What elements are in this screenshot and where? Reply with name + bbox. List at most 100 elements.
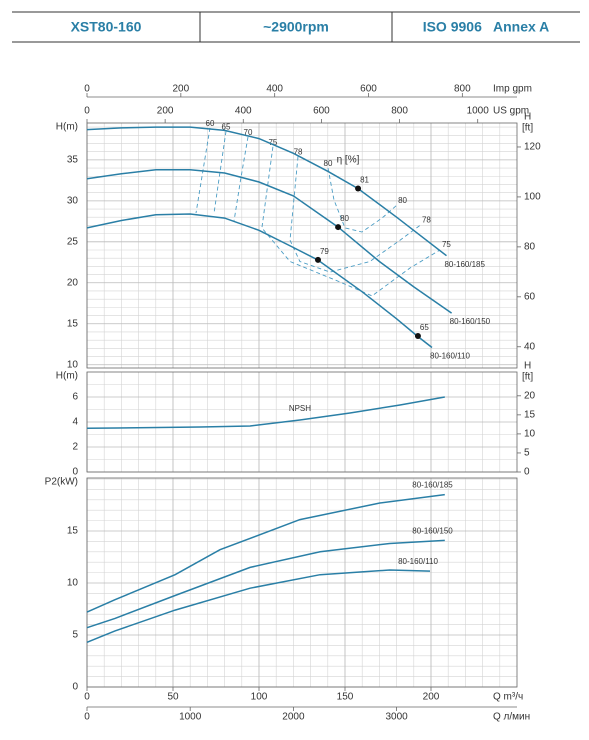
y2-tick-label: 0 [524,467,530,478]
y2-tick-label: 20 [524,390,536,401]
y-tick-label: 10 [67,578,79,589]
y2-axis-unit: [ft] [522,123,533,134]
x-tick-label: 3000 [385,712,408,723]
y2-tick-label: 60 [524,291,536,302]
series-label: 80-160/185 [444,260,485,269]
x-tick-label: 0 [84,692,90,703]
x-tick-label: 150 [337,692,354,703]
efficiency-label: 80 [324,159,333,168]
y-tick-label: 5 [72,630,78,641]
model: XST80-160 [71,19,142,35]
efficiency-point [335,224,342,231]
efficiency-line [289,156,421,273]
point-label: 79 [320,247,329,256]
curve [86,493,445,613]
point-label: 80 [340,214,349,223]
y-tick-label: 6 [72,392,78,403]
x-tick-label: 0 [84,106,90,117]
curve [86,569,431,643]
efficiency-point [314,256,321,263]
axis-title: Q m³/ч [493,692,523,703]
efficiency-label: 78 [294,148,303,157]
efficiency-label: 70 [244,128,253,137]
y2-tick-label: 10 [524,429,536,440]
point-label: 81 [360,176,369,185]
x-tick-label: 600 [313,106,330,117]
y-tick-label: 0 [72,682,78,693]
efficiency-point [355,185,362,192]
series-label: 80-160/110 [398,557,438,566]
series-label: 80-160/185 [412,481,453,490]
y2-tick-label: 100 [524,192,541,203]
y2-axis-title: H [524,361,531,372]
y2-axis-title: H [524,112,531,123]
y-tick-label: 35 [67,155,79,166]
x-tick-label: 200 [423,692,440,703]
x-tick-label: 100 [251,692,268,703]
x-tick-label: 200 [172,84,189,95]
curve [86,539,445,629]
efficiency-line [261,146,441,297]
efficiency-label: 78 [422,216,431,225]
plot-frame [86,477,518,688]
y-tick-label: 25 [67,236,79,247]
x-tick-label: 200 [157,106,174,117]
y-tick-label: 10 [67,359,79,370]
axis-title: Imp gpm [493,84,532,95]
series-label: 80-160/150 [412,526,453,535]
plot-frame [86,122,518,369]
x-tick-label: 1000 [179,712,202,723]
efficiency-line [327,168,397,233]
x-tick-label: 600 [360,84,377,95]
efficiency-label: 75 [442,240,451,249]
x-tick-label: 800 [454,84,471,95]
x-tick-label: 50 [167,692,179,703]
y2-tick-label: 5 [524,448,530,459]
curve [86,396,445,430]
y-tick-label: 2 [72,442,78,453]
y2-tick-label: 80 [524,242,536,253]
efficiency-label: 60 [206,119,215,128]
y-tick-label: 4 [72,417,78,428]
y-axis-title: H(m) [56,371,78,382]
x-tick-label: 800 [391,106,408,117]
efficiency-line [233,136,249,221]
y-tick-label: 15 [67,318,79,329]
speed: ~2900rpm [263,19,329,35]
axis-title: US gpm [493,106,529,117]
efficiency-line [195,127,211,214]
efficiency-point [414,333,421,340]
x-tick-label: 400 [235,106,252,117]
y2-tick-label: 15 [524,409,536,420]
curve [86,213,433,349]
point-label: 65 [420,323,429,332]
standard: ISO 9906 Annex A [423,19,550,35]
plot-frame [86,371,518,473]
x-tick-label: 1000 [467,106,490,117]
efficiency-label: 65 [222,122,231,131]
series-label: NPSH [289,404,311,413]
efficiency-axis-label: η [%] [337,155,360,166]
y-axis-title: P2(kW) [45,477,78,488]
y-tick-label: 30 [67,195,79,206]
y-axis-title: H(m) [56,122,78,133]
y2-tick-label: 40 [524,341,536,352]
x-tick-label: 0 [84,84,90,95]
axis-title: Q л/мин [493,712,530,723]
efficiency-label: 75 [268,138,277,147]
efficiency-label: 80 [398,196,407,205]
y-tick-label: 20 [67,277,79,288]
series-label: 80-160/150 [450,317,491,326]
series-label: 80-160/110 [430,352,470,361]
y-tick-label: 0 [72,467,78,478]
x-tick-label: 400 [266,84,283,95]
x-tick-label: 0 [84,712,90,723]
curve [86,168,453,314]
y2-axis-unit: [ft] [522,372,533,383]
x-tick-label: 2000 [282,712,305,723]
y-tick-label: 15 [67,526,79,537]
y2-tick-label: 120 [524,142,541,153]
curve [86,126,447,257]
